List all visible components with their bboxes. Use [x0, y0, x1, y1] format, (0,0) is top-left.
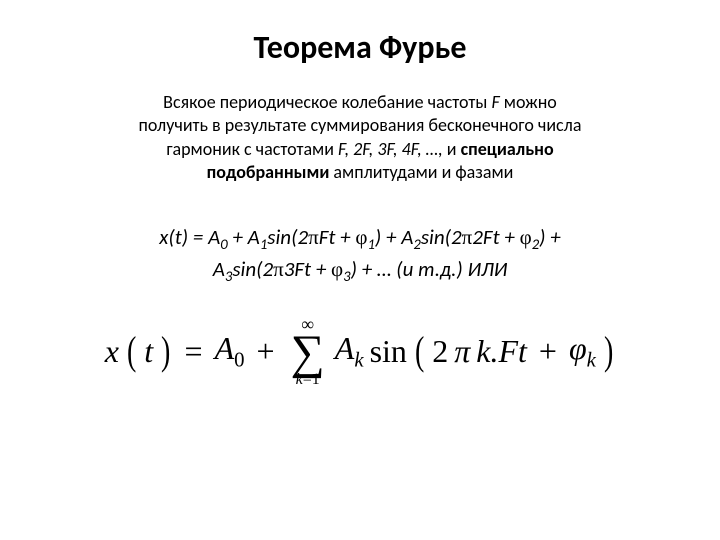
f1-close1: ) + A — [375, 224, 413, 250]
f1-A3: A — [213, 256, 225, 282]
text-specially: специально — [461, 138, 554, 160]
eq2-plus2: + — [533, 333, 563, 370]
eq2-eq: = — [179, 333, 209, 370]
f1-phi3: φ — [331, 257, 343, 281]
f1-tail2: ) ИЛИ — [456, 256, 507, 282]
eq2-phik: k — [587, 348, 596, 371]
text-line4a: подобранными — [207, 161, 330, 183]
eq2-A0: A — [215, 330, 235, 366]
text-freqs: F, 2F, 3F, 4F, …, — [338, 138, 447, 160]
formula-expanded: x(t) = A0 + A1sin(2πFt + φ1) + A2sin(2π2… — [40, 223, 680, 287]
formula-sigma: x(t) = A0 + ∞ ∑ k=1 Ak sin(2πk.Ft + φk) — [40, 315, 680, 388]
eq2-sub0: 0 — [234, 348, 244, 371]
f1-pi3: π — [273, 257, 284, 281]
sum-bot-k: k — [296, 371, 303, 388]
eq2-sin: sin — [370, 333, 407, 370]
text-line3a: гармоник с частотами — [166, 138, 338, 160]
slide: Теорема Фурье Всякое периодическое колеб… — [0, 0, 720, 540]
eq2-Ak: A — [335, 330, 355, 366]
f1-pi1: π — [308, 225, 319, 249]
f1-sin1a: sin(2 — [267, 224, 308, 250]
f1-phi1: φ — [355, 225, 367, 249]
text-line2: получить в результате суммирования беско… — [139, 114, 582, 136]
sigma-icon: ∑ — [291, 331, 325, 374]
f1-sub0: 0 — [220, 235, 227, 253]
f1-phis3: 3 — [343, 267, 350, 285]
eq2-rp1: ) — [161, 335, 170, 367]
eq2-2: 2 — [432, 333, 448, 370]
text-line1b: можно — [500, 91, 557, 113]
text-line1a: Всякое периодическое колебание частоты — [163, 91, 491, 113]
f1-sin3b: 3Ft + — [284, 256, 331, 282]
text-line3b: и — [447, 138, 461, 160]
f1-close2: ) + — [539, 224, 561, 250]
eq2-rp2: ) — [604, 335, 613, 367]
eq2-x: x — [105, 333, 119, 370]
eq2-lp2: ( — [415, 335, 424, 367]
eq2-lp1: ( — [127, 335, 136, 367]
f1-sin2a: sin(2 — [421, 224, 462, 250]
eq2-phi: φ — [569, 330, 587, 366]
sum-bot: k=1 — [296, 372, 320, 388]
sum-bot-eq: =1 — [303, 371, 320, 388]
f1-phi2: φ — [520, 225, 532, 249]
f1-sub2: 2 — [413, 235, 420, 253]
slide-title: Теорема Фурье — [40, 28, 680, 67]
f1-sin2b: 2Ft + — [472, 224, 519, 250]
eq2-plus1: + — [251, 333, 281, 370]
eq2-subk: k — [354, 348, 363, 371]
sigma-sum: ∞ ∑ k=1 — [287, 315, 329, 388]
text-F: F — [491, 91, 499, 113]
text-line4b: амплитудами и фазами — [329, 161, 513, 183]
f1-tail1: ) + … ( — [351, 256, 403, 282]
f1-sin3a: sin(2 — [232, 256, 273, 282]
f1-phis1: 1 — [367, 235, 374, 253]
eq2-t: t — [144, 333, 153, 370]
f1-p1: + A — [228, 224, 260, 250]
f1-pi2: π — [462, 225, 473, 249]
f1-itd: и т.д. — [403, 256, 457, 282]
eq2-pi: π — [454, 333, 470, 370]
eq2-kft: k.Ft — [476, 333, 527, 370]
f1-lhs: x(t) = A — [159, 224, 220, 250]
theorem-text: Всякое периодическое колебание частоты F… — [40, 91, 680, 185]
f1-sin1b: Ft + — [319, 224, 356, 250]
